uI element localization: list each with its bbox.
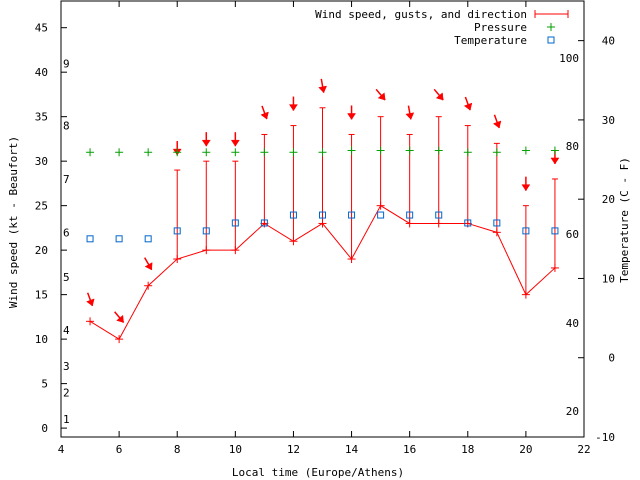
temperature-point: [231, 219, 239, 227]
temperature-point: [173, 227, 181, 235]
y-right-tick-label: 20: [602, 193, 615, 206]
temperature-point: [551, 227, 559, 235]
plot-frame: [60, 0, 585, 438]
y-axis-right-title: Temperature (C - F): [618, 157, 631, 283]
x-tick-label: 18: [461, 443, 474, 456]
temperature-point: [377, 211, 385, 219]
y-left-tick-label: 15: [35, 289, 48, 302]
x-tick-label: 10: [229, 443, 242, 456]
wind-arrow-head: [521, 184, 531, 192]
legend: Wind speed, gusts, and direction Pressur…: [315, 8, 569, 47]
beaufort-label: 5: [63, 271, 70, 284]
x-tick-label: 16: [403, 443, 416, 456]
x-tick-label: 8: [174, 443, 181, 456]
y-left-tick-label: 45: [35, 22, 48, 35]
wind-speed-series: [86, 201, 559, 344]
beaufort-label: 7: [63, 173, 70, 186]
temperature-point: [464, 219, 472, 227]
y-right-tick-label: 0: [608, 352, 615, 365]
x-axis-title: Local time (Europe/Athens): [232, 466, 404, 479]
wind-arrow-head: [288, 104, 298, 112]
wind-arrow-head: [550, 157, 560, 165]
temperature-point: [319, 211, 326, 219]
beaufort-label: 2: [63, 387, 70, 400]
legend-temperature-label: Temperature: [454, 34, 527, 47]
wind-arrow-head: [347, 113, 357, 120]
wind-arrow-head: [377, 92, 386, 101]
temperature-point: [522, 227, 530, 235]
wind-arrow-head: [492, 120, 502, 129]
temperature-point: [406, 211, 414, 219]
x-tick-label: 20: [519, 443, 532, 456]
fahrenheit-label: 20: [566, 405, 579, 418]
temperature-point: [202, 227, 210, 235]
beaufort-label: 1: [63, 413, 70, 426]
fahrenheit-label: 60: [566, 228, 579, 241]
y-left-tick-label: 25: [35, 200, 48, 213]
temperature-point: [86, 235, 94, 243]
y-right-tick-label: 10: [602, 272, 615, 285]
temperature-point: [348, 211, 356, 219]
temperature-point: [289, 211, 297, 219]
wind-arrow-head: [260, 111, 269, 120]
y-left-tick-label: 5: [41, 378, 48, 391]
wind-arrow-head: [230, 139, 240, 147]
y-right-tick-label: 30: [602, 114, 615, 127]
legend-wind-label: Wind speed, gusts, and direction: [315, 8, 527, 21]
wind-arrow-head: [318, 85, 328, 94]
axis-ticks: [60, 1, 585, 438]
beaufort-label: 8: [63, 120, 70, 133]
temperature-point: [435, 211, 443, 219]
wind-arrow-head: [435, 92, 444, 101]
temperature-point: [493, 219, 501, 227]
fahrenheit-label: 80: [566, 140, 579, 153]
y-axis-left-title: Wind speed (kt - Beaufort): [7, 136, 20, 308]
pressure-series: [86, 146, 559, 157]
y-left-tick-label: 20: [35, 244, 48, 257]
wind-arrow-head: [405, 112, 415, 120]
temperature-series: [86, 211, 559, 243]
beaufort-label: 3: [63, 360, 70, 373]
x-tick-label: 4: [58, 443, 65, 456]
beaufort-label: 9: [63, 57, 70, 70]
y-right-tick-label: 40: [602, 35, 615, 48]
x-tick-label: 22: [577, 443, 590, 456]
beaufort-label: 4: [63, 324, 70, 337]
y-left-tick-label: 30: [35, 155, 48, 168]
wind-arrow-head: [201, 139, 211, 147]
y-left-tick-label: 10: [35, 333, 48, 346]
x-tick-label: 12: [287, 443, 300, 456]
fahrenheit-label: 40: [566, 317, 579, 330]
x-tick-label: 14: [345, 443, 359, 456]
gust-bars: [174, 107, 558, 295]
temperature-point: [144, 235, 152, 243]
y-left-tick-label: 0: [41, 422, 48, 435]
temperature-point: [260, 219, 268, 227]
temperature-point: [115, 235, 123, 243]
x-tick-label: 6: [116, 443, 123, 456]
y-right-tick-label: -10: [595, 431, 615, 444]
wind-arrow-head: [86, 298, 95, 307]
wind-arrow-head: [463, 102, 473, 111]
legend-pressure-marker: [547, 23, 555, 31]
y-left-tick-label: 35: [35, 111, 48, 124]
wind-arrow-head: [116, 314, 124, 323]
beaufort-label: 6: [63, 226, 70, 239]
legend-pressure-label: Pressure: [474, 21, 527, 34]
wind-direction-arrows: [86, 78, 560, 323]
fahrenheit-label: 100: [559, 52, 579, 65]
legend-temperature-marker: [547, 36, 555, 44]
axis-labels: 4 6 8 10 12 14 16 18 20 22051015202530354045-1001…: [35, 22, 615, 456]
wind-arrow-head: [144, 262, 153, 271]
y-left-tick-label: 40: [35, 66, 48, 79]
